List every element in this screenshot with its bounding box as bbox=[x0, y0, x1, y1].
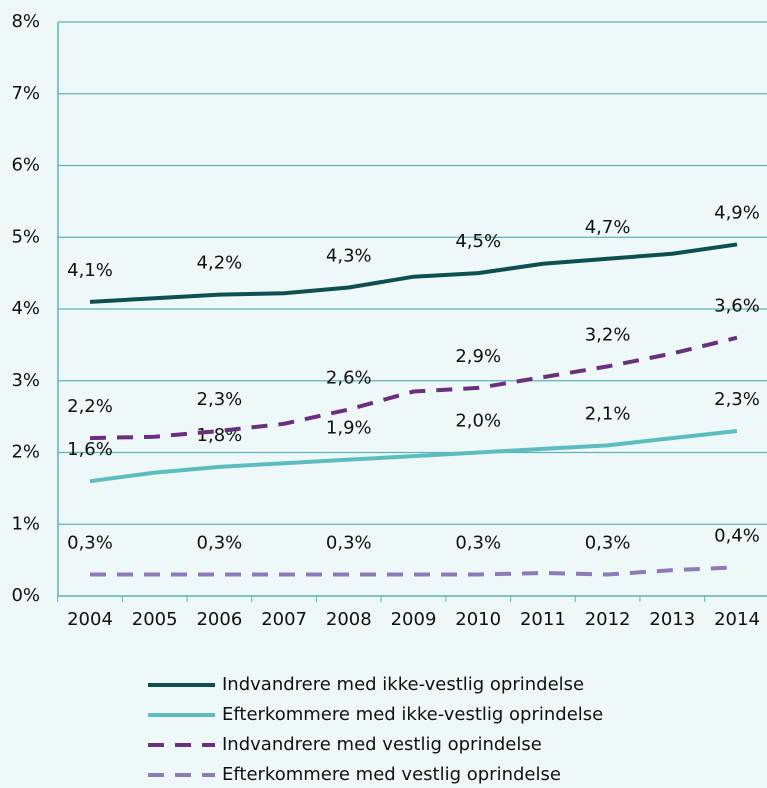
data-label: 4,1% bbox=[67, 260, 113, 281]
x-tick-label: 2013 bbox=[649, 609, 695, 630]
series-line bbox=[89, 242, 738, 304]
data-label: 0,3% bbox=[197, 532, 243, 553]
data-label: 4,9% bbox=[714, 202, 760, 223]
x-tick-label: 2006 bbox=[196, 609, 242, 630]
y-tick-label: 1% bbox=[11, 513, 40, 534]
x-tick-label: 2010 bbox=[455, 609, 501, 630]
y-tick-label: 8% bbox=[11, 11, 40, 32]
data-label: 0,3% bbox=[455, 532, 501, 553]
y-tick-label: 4% bbox=[11, 298, 40, 319]
data-label: 2,0% bbox=[455, 411, 501, 432]
data-label: 1,9% bbox=[326, 418, 372, 439]
data-label: 2,1% bbox=[585, 403, 631, 424]
data-label: 2,3% bbox=[197, 389, 243, 410]
x-tick-label: 2005 bbox=[132, 609, 178, 630]
data-label: 2,3% bbox=[714, 389, 760, 410]
legend-label: Efterkommere med ikke-vestlig oprindelse bbox=[222, 704, 603, 725]
x-tick-label: 2014 bbox=[714, 609, 760, 630]
y-tick-label: 5% bbox=[11, 226, 40, 247]
x-tick-label: 2007 bbox=[261, 609, 307, 630]
data-label: 0,3% bbox=[585, 532, 631, 553]
data-label: 4,5% bbox=[455, 231, 501, 252]
data-label: 4,2% bbox=[197, 253, 243, 274]
data-label: 1,6% bbox=[67, 439, 113, 460]
y-tick-label: 6% bbox=[11, 155, 40, 176]
data-label: 2,9% bbox=[455, 346, 501, 367]
data-label: 4,7% bbox=[585, 217, 631, 238]
data-label: 0,3% bbox=[67, 532, 113, 553]
x-tick-label: 2011 bbox=[520, 609, 566, 630]
series-line bbox=[89, 335, 738, 441]
data-label: 0,3% bbox=[326, 532, 372, 553]
data-label: 3,6% bbox=[714, 296, 760, 317]
legend-label: Indvandrere med vestlig oprindelse bbox=[222, 734, 542, 755]
y-tick-label: 2% bbox=[11, 442, 40, 463]
x-tick-label: 2004 bbox=[67, 609, 113, 630]
series-line bbox=[89, 428, 738, 484]
y-tick-label: 3% bbox=[11, 370, 40, 391]
x-tick-label: 2012 bbox=[585, 609, 631, 630]
x-tick-label: 2009 bbox=[391, 609, 437, 630]
y-tick-label: 0% bbox=[11, 585, 40, 606]
data-label: 3,2% bbox=[585, 324, 631, 345]
legend-label: Efterkommere med vestlig oprindelse bbox=[222, 764, 561, 784]
data-label: 4,3% bbox=[326, 245, 372, 266]
data-label: 2,2% bbox=[67, 396, 113, 417]
data-label: 0,4% bbox=[714, 525, 760, 546]
data-label: 2,6% bbox=[326, 367, 372, 388]
x-tick-label: 2008 bbox=[326, 609, 372, 630]
series-line bbox=[90, 565, 738, 577]
y-tick-label: 7% bbox=[11, 83, 40, 104]
legend-label: Indvandrere med ikke-vestlig oprindelse bbox=[222, 674, 584, 695]
